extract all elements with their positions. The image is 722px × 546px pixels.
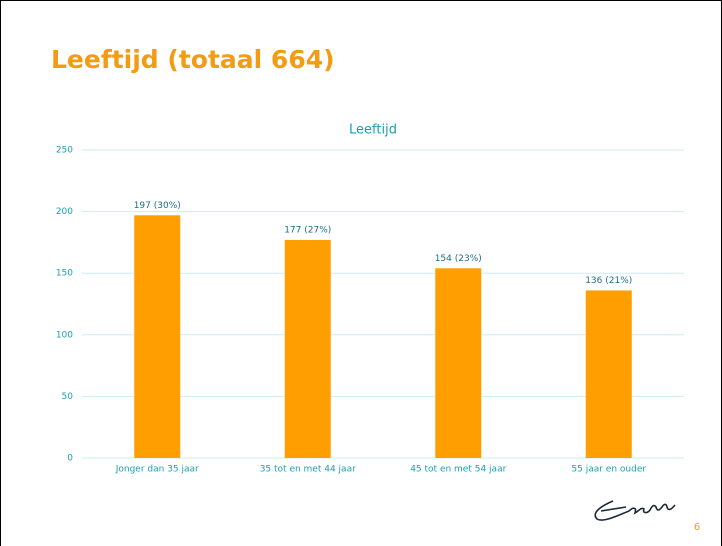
y-tick-label: 150 (56, 269, 73, 279)
x-tick-label: Jonger dan 35 jaar (115, 465, 199, 475)
data-label: 136 (21%) (585, 276, 632, 286)
y-tick-label: 0 (67, 454, 73, 464)
bar (585, 290, 632, 458)
page-number: 6 (694, 522, 700, 533)
y-tick-label: 50 (62, 392, 74, 402)
bar (435, 268, 482, 458)
bar (134, 215, 181, 458)
y-tick-label: 250 (56, 146, 73, 156)
x-tick-label: 55 jaar en ouder (571, 465, 646, 475)
slide-title: Leeftijd (totaal 664) (51, 45, 335, 74)
chart-title: Leeftijd (349, 123, 397, 138)
x-tick-label: 45 tot en met 54 jaar (410, 465, 506, 475)
logo (594, 500, 676, 521)
data-label: 177 (27%) (284, 225, 331, 235)
x-tick-label: 35 tot en met 44 jaar (260, 465, 356, 475)
y-tick-label: 100 (56, 330, 73, 340)
data-label: 154 (23%) (435, 254, 482, 264)
bar (284, 239, 331, 458)
y-tick-label: 200 (56, 207, 73, 217)
data-label: 197 (30%) (134, 201, 181, 211)
